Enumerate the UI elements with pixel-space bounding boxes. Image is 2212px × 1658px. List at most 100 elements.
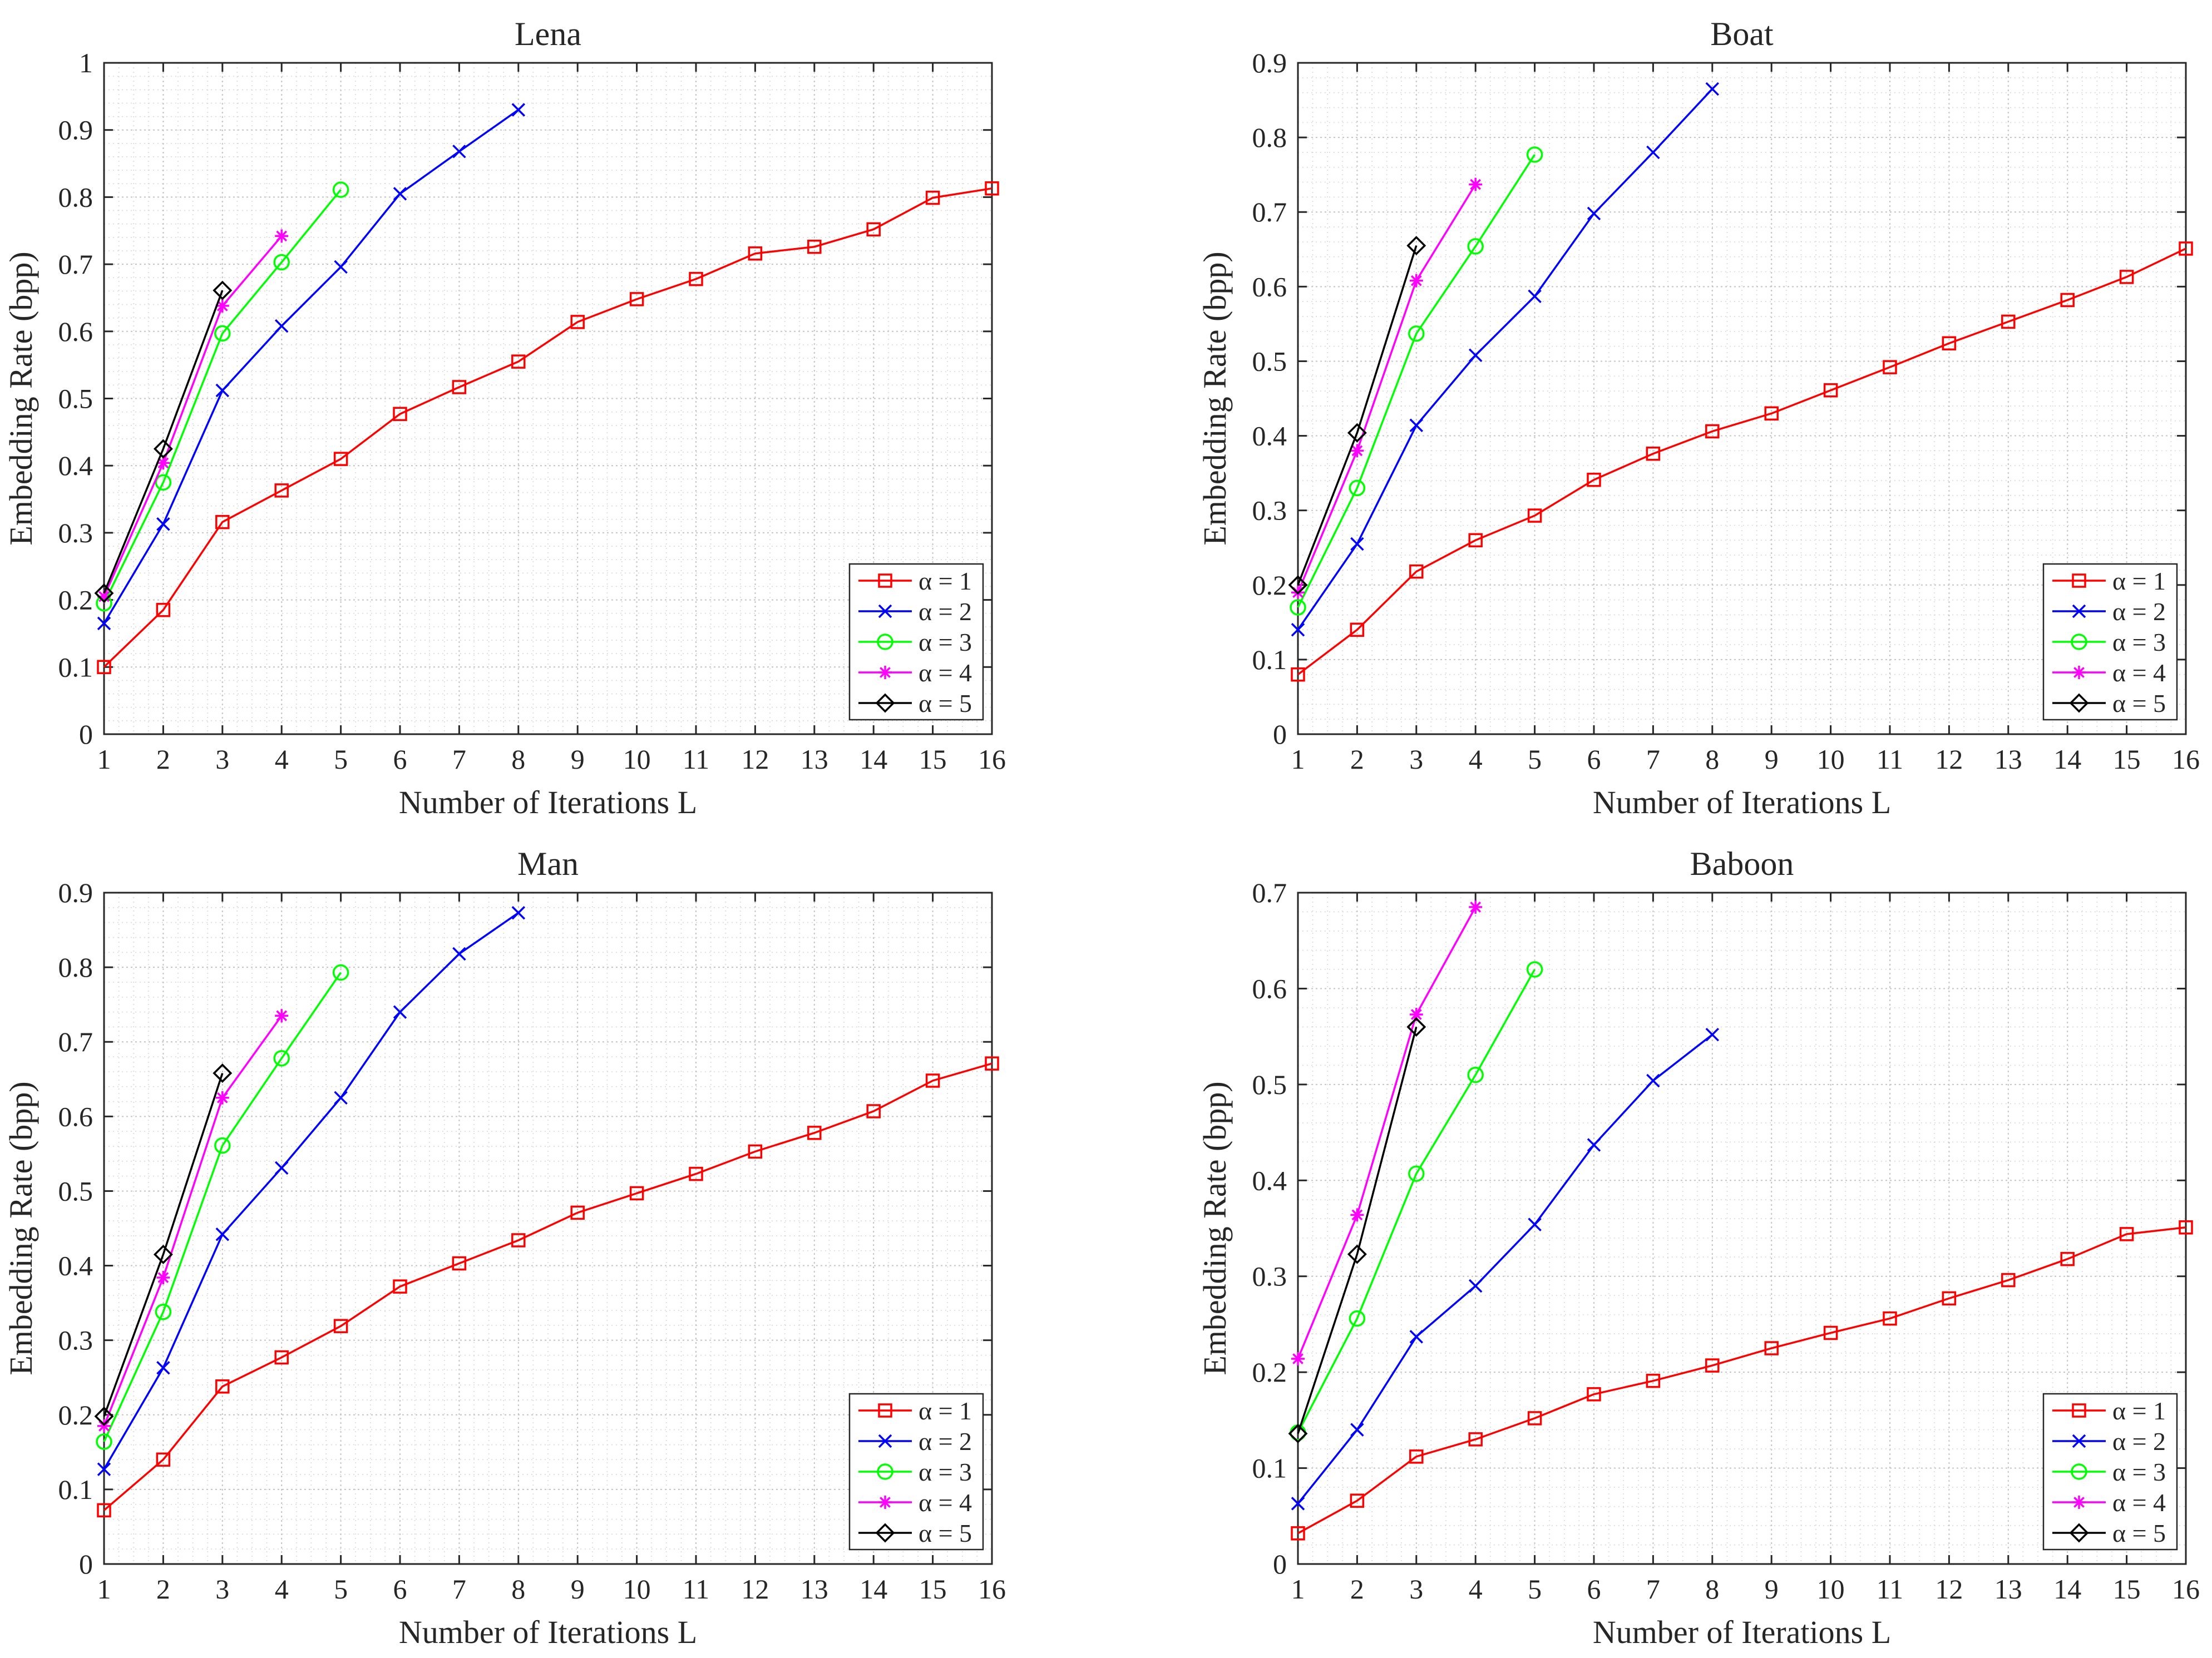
x-tick-label: 14 bbox=[860, 1573, 887, 1605]
data-point bbox=[1350, 537, 1364, 551]
legend-label: α = 3 bbox=[919, 1458, 972, 1486]
x-tick-label: 11 bbox=[1877, 744, 1903, 775]
data-point bbox=[393, 187, 407, 201]
data-point bbox=[2060, 1251, 2075, 1266]
legend-marker bbox=[878, 604, 892, 618]
legend-marker bbox=[875, 1523, 895, 1543]
x-tick-label: 2 bbox=[156, 1573, 170, 1605]
legend-label: α = 2 bbox=[2112, 597, 2166, 626]
x-tick-label: 12 bbox=[1935, 1573, 1963, 1605]
data-point bbox=[629, 1186, 644, 1201]
data-point bbox=[97, 616, 111, 631]
data-point bbox=[1587, 472, 1601, 487]
data-point bbox=[274, 1350, 289, 1365]
legend-label: α = 4 bbox=[2112, 659, 2166, 687]
x-tick-label: 8 bbox=[1705, 744, 1719, 775]
chart-panel-baboon: 1 2 3 4 5 6 7 8 9 10 11 12 13 14 15 1600.10.20.30.40.50… bbox=[1197, 845, 2200, 1650]
x-tick-label: 5 bbox=[1528, 1573, 1542, 1605]
legend-marker bbox=[878, 573, 892, 588]
y-tick-label: 0 bbox=[1273, 1548, 1287, 1580]
series-line bbox=[1297, 154, 1536, 608]
legend-item: α = 5 bbox=[2052, 689, 2166, 717]
x-tick-label: 1 bbox=[97, 744, 111, 775]
series-alpha-5 bbox=[1288, 1017, 1426, 1443]
data-point bbox=[1347, 1244, 1367, 1264]
series-line bbox=[1297, 1033, 1713, 1504]
legend-marker bbox=[2069, 693, 2089, 713]
data-point bbox=[1409, 1007, 1423, 1021]
data-point bbox=[97, 1462, 111, 1476]
series-alpha-4 bbox=[1291, 900, 1483, 1365]
series-alpha-2 bbox=[97, 905, 526, 1476]
data-point bbox=[1467, 238, 1484, 255]
data-point bbox=[570, 315, 585, 329]
y-tick-label: 0.9 bbox=[58, 877, 93, 908]
data-point bbox=[689, 1166, 703, 1181]
data-point bbox=[334, 1091, 348, 1105]
series-line bbox=[103, 1062, 993, 1511]
legend-marker bbox=[2072, 1434, 2086, 1448]
y-tick-label: 0.6 bbox=[58, 316, 93, 347]
legend-label: α = 2 bbox=[919, 597, 972, 626]
y-tick-label: 0.7 bbox=[1252, 196, 1287, 227]
legend-label: α = 5 bbox=[2112, 1519, 2166, 1547]
data-point bbox=[2001, 314, 2016, 329]
data-point bbox=[1468, 533, 1483, 548]
data-point bbox=[156, 517, 170, 531]
data-point bbox=[153, 439, 173, 459]
data-point bbox=[925, 1073, 940, 1088]
legend-item: α = 5 bbox=[858, 1519, 972, 1547]
y-tick-label: 0.5 bbox=[58, 383, 93, 414]
data-point bbox=[155, 1303, 172, 1320]
y-tick-label: 0.2 bbox=[58, 585, 93, 616]
y-tick-label: 0.5 bbox=[1252, 345, 1287, 377]
series-line bbox=[1297, 969, 1536, 1433]
y-tick-label: 0.7 bbox=[1252, 877, 1287, 908]
x-tick-label: 11 bbox=[683, 1573, 709, 1605]
series-alpha-3 bbox=[1290, 146, 1543, 616]
data-point bbox=[570, 1205, 585, 1220]
data-point bbox=[1408, 1165, 1425, 1182]
series-alpha-2 bbox=[97, 103, 526, 631]
x-tick-label: 3 bbox=[1409, 1573, 1423, 1605]
y-tick-label: 1 bbox=[79, 47, 93, 78]
x-tick-label: 16 bbox=[2172, 1573, 2200, 1605]
y-tick-label: 0.2 bbox=[1252, 570, 1287, 601]
x-tick-label: 5 bbox=[334, 744, 348, 775]
y-tick-label: 0 bbox=[79, 1548, 93, 1580]
data-point bbox=[97, 590, 111, 603]
x-tick-label: 9 bbox=[1765, 1573, 1779, 1605]
series-alpha-3 bbox=[96, 964, 349, 1450]
legend-marker bbox=[877, 633, 893, 650]
data-point bbox=[332, 181, 349, 198]
legend-marker bbox=[2071, 633, 2087, 650]
x-tick-label: 13 bbox=[1994, 744, 2022, 775]
y-tick-label: 0.9 bbox=[58, 115, 93, 146]
y-axis-label: Embedding Rate (bpp) bbox=[1197, 251, 1233, 545]
data-point bbox=[1349, 479, 1366, 497]
y-axis-label: Embedding Rate (bpp) bbox=[3, 251, 39, 545]
data-point bbox=[1705, 1027, 1720, 1042]
chart-panel-man: 1 2 3 4 5 6 7 8 9 10 11 12 13 14 15 1600.10.20.30.40.50… bbox=[3, 845, 1006, 1650]
data-point bbox=[1406, 236, 1426, 256]
y-tick-label: 0.4 bbox=[58, 1250, 93, 1281]
data-point bbox=[215, 1379, 230, 1394]
data-point bbox=[511, 103, 526, 117]
legend-label: α = 1 bbox=[2112, 1397, 2166, 1425]
legend-label: α = 1 bbox=[919, 1397, 972, 1425]
data-point bbox=[1942, 1291, 1957, 1306]
y-tick-label: 0.2 bbox=[1252, 1357, 1287, 1388]
x-tick-label: 15 bbox=[2113, 1573, 2141, 1605]
data-point bbox=[1409, 1330, 1424, 1344]
x-tick-label: 15 bbox=[919, 744, 947, 775]
data-point bbox=[1469, 900, 1483, 914]
x-tick-label: 8 bbox=[511, 1573, 525, 1605]
x-tick-label: 12 bbox=[741, 1573, 769, 1605]
data-point bbox=[452, 1256, 467, 1271]
data-point bbox=[393, 407, 407, 422]
legend-label: α = 5 bbox=[919, 1519, 972, 1547]
x-tick-label: 8 bbox=[1705, 1573, 1719, 1605]
data-point bbox=[1408, 325, 1425, 342]
x-tick-label: 9 bbox=[1765, 744, 1779, 775]
y-tick-label: 0.8 bbox=[58, 181, 93, 212]
